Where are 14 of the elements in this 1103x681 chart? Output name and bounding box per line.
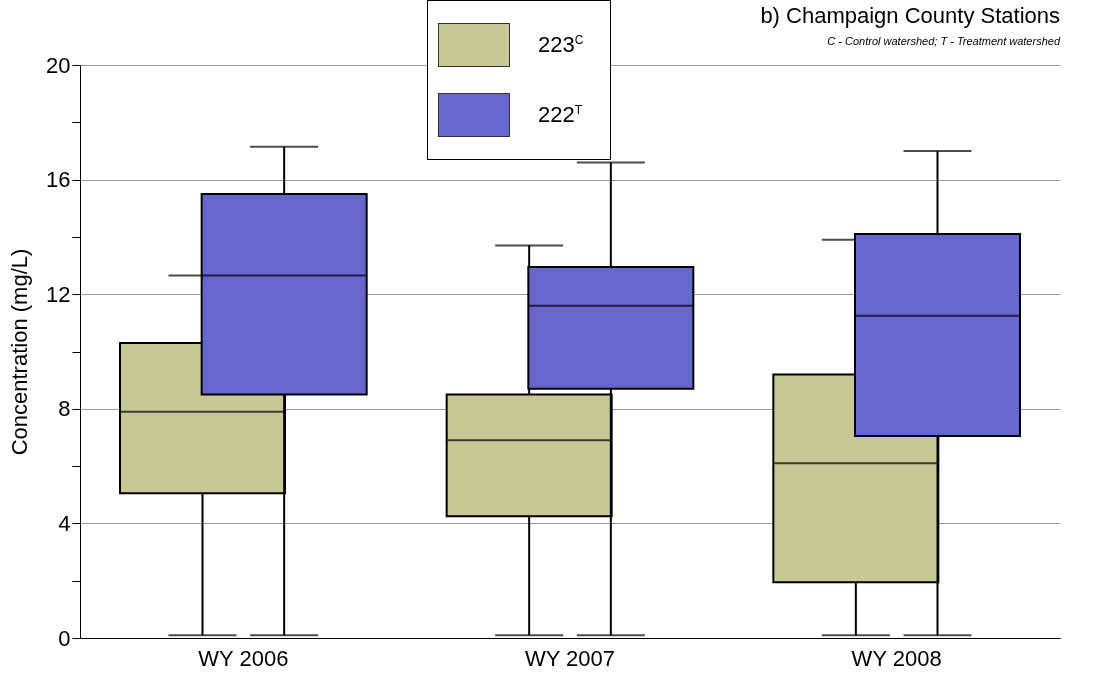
y-tick-label: 0 xyxy=(58,625,71,651)
y-tick-label: 12 xyxy=(46,281,71,307)
y-tick-label: 8 xyxy=(58,396,71,422)
y-tick-label: 4 xyxy=(58,510,71,536)
x-tick-label: WY 2007 xyxy=(524,645,616,671)
x-tick-label: WY 2008 xyxy=(851,645,942,671)
y-tick-label: 16 xyxy=(46,167,71,193)
x-tick-label: WY 2006 xyxy=(198,645,289,671)
chart-title: b) Champaign County Stations xyxy=(760,3,1060,28)
y-axis-title: Concentration (mg/L) xyxy=(7,248,33,456)
legend-label: 222$^{T}$ xyxy=(538,102,583,128)
y-tick-label: 20 xyxy=(46,52,71,78)
legend-label: 223$^{C}$ xyxy=(538,32,584,58)
chart-subtitle: C - Control watershed; T - Treatment watershed xyxy=(827,35,1061,47)
